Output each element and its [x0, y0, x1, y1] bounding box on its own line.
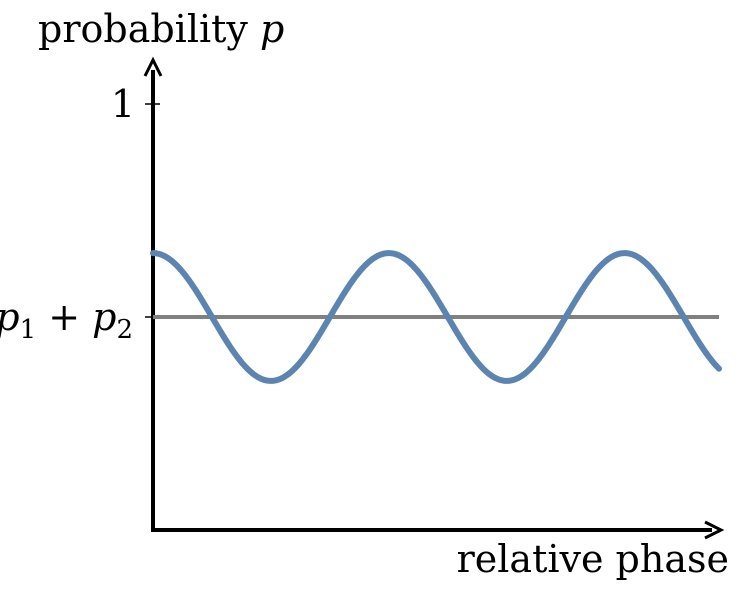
x-axis-arrow [704, 520, 725, 540]
y-tick-label-1: 1 [111, 82, 135, 126]
y-tick-label-mean: p1 + p2 [0, 295, 133, 345]
p2-var: p [92, 295, 116, 339]
y-axis-title: probability p [38, 7, 284, 51]
y-axis-title-variable: p [260, 7, 284, 51]
p1-var: p [0, 295, 20, 339]
p1-subscript: 1 [20, 315, 37, 345]
plus-sign: + [36, 295, 92, 339]
p2-subscript: 2 [116, 315, 133, 345]
probability-curve [150, 250, 722, 384]
y-axis-title-text: probability [38, 7, 260, 51]
y-axis-arrow [143, 56, 163, 77]
x-axis-title: relative phase [457, 537, 729, 581]
